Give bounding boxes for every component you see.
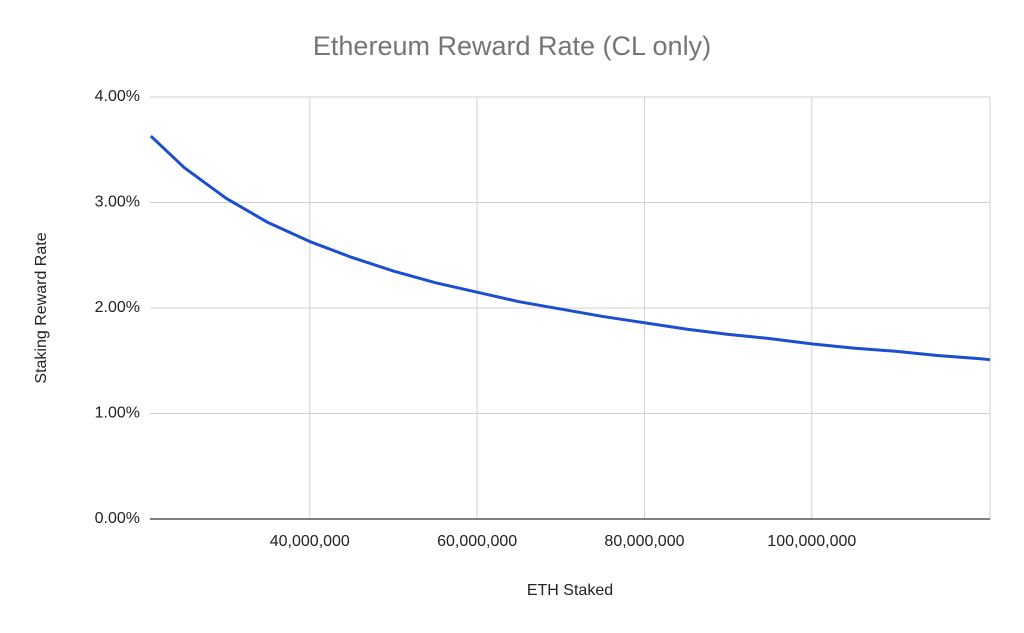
chart-title: Ethereum Reward Rate (CL only) <box>313 31 711 61</box>
y-axis-label: Staking Reward Rate <box>33 232 50 383</box>
x-tick-label: 80,000,000 <box>604 533 684 550</box>
x-tick-label: 100,000,000 <box>767 533 856 550</box>
y-tick-label: 4.00% <box>95 88 140 105</box>
y-tick-label: 3.00% <box>95 194 140 211</box>
x-axis-label: ETH Staked <box>527 582 613 599</box>
y-tick-label: 2.00% <box>95 299 140 316</box>
data-line <box>149 134 991 362</box>
x-tick-label: 60,000,000 <box>437 533 517 550</box>
y-tick-label: 0.00% <box>95 510 140 527</box>
y-tick-label: 1.00% <box>95 405 140 422</box>
x-tick-label: 40,000,000 <box>270 533 350 550</box>
